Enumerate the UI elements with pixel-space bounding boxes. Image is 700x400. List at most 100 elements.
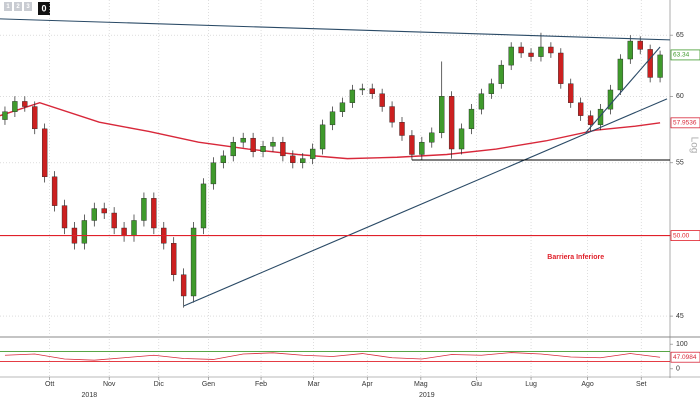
candle-body xyxy=(568,83,574,103)
candle-body xyxy=(419,142,425,155)
x-tick-label: Apr xyxy=(362,381,374,388)
candle-body xyxy=(131,220,137,236)
candle-body xyxy=(329,111,336,126)
y-tick-label: 45 xyxy=(676,313,684,320)
candle-body xyxy=(260,146,266,152)
candle-body xyxy=(349,89,356,103)
toolbar-label[interactable]: 0 xyxy=(41,3,46,13)
candle-body xyxy=(637,40,643,50)
candle-body xyxy=(309,148,316,159)
price-label: 50.00 xyxy=(673,232,690,239)
candle-body xyxy=(429,132,435,143)
candle-body xyxy=(587,115,594,126)
trend-line xyxy=(585,46,661,134)
candle-body xyxy=(101,208,107,214)
x-tick-label: Nov xyxy=(103,381,116,388)
candle-body xyxy=(409,135,415,155)
moving-average xyxy=(0,101,661,160)
candle-body xyxy=(548,46,554,54)
price-badge xyxy=(670,230,700,241)
toolbar-button[interactable] xyxy=(4,2,12,11)
y-tick-label: 60 xyxy=(676,93,684,100)
candle-body xyxy=(250,137,256,152)
price-badge xyxy=(670,49,700,61)
x-tick-label: Ott xyxy=(45,381,54,388)
candle-body xyxy=(657,54,663,78)
candle-body xyxy=(339,102,346,112)
x-tick-label: Mag xyxy=(414,381,428,388)
price-label: 63.34 xyxy=(673,52,690,59)
y-tick-label: 65 xyxy=(676,32,684,39)
rsi-tick-label: 0 xyxy=(676,366,680,373)
candle-body xyxy=(448,96,455,150)
candle-body xyxy=(617,58,624,91)
annotation: Barriera Inferiore xyxy=(547,254,604,261)
toolbar-label[interactable]: 2 xyxy=(16,4,20,10)
trend-line xyxy=(183,98,668,307)
candle-body xyxy=(32,106,38,130)
axis-label: Log xyxy=(688,137,699,154)
candle-body xyxy=(647,49,653,78)
candle-body xyxy=(468,108,475,130)
candle-body xyxy=(220,155,227,163)
candle-body xyxy=(91,208,97,221)
trend-line xyxy=(0,18,671,41)
rsi-line xyxy=(4,352,661,361)
candle-body xyxy=(478,93,485,110)
candle-body xyxy=(171,243,177,275)
candle-body xyxy=(439,96,445,134)
y-tick-label: 55 xyxy=(676,160,684,167)
candle-body xyxy=(508,46,514,66)
x-tick-label: Gen xyxy=(202,381,215,388)
candle-body xyxy=(61,205,68,229)
x-tick-label: Giu xyxy=(471,381,482,388)
candle-body xyxy=(111,212,117,229)
candle-body xyxy=(151,198,157,229)
candle-body xyxy=(51,176,58,206)
candle-body xyxy=(210,162,217,185)
candle-body xyxy=(280,142,286,157)
candle-body xyxy=(41,128,48,178)
candle-body xyxy=(22,101,28,107)
candle-body xyxy=(627,40,633,60)
rsi-badge xyxy=(670,351,700,363)
candle-body xyxy=(369,88,375,94)
candle-body xyxy=(270,142,276,147)
candle-body xyxy=(180,274,187,297)
candle-body xyxy=(538,46,544,57)
candle-body xyxy=(319,124,326,150)
toolbar-label[interactable]: 3 xyxy=(26,4,30,10)
candle-body xyxy=(389,106,395,123)
candle-body xyxy=(240,137,246,143)
candle-body xyxy=(518,46,524,54)
candle-body xyxy=(300,158,306,163)
x-tick-label: Ago xyxy=(581,381,594,388)
candle-body xyxy=(597,108,604,126)
toolbar-button[interactable] xyxy=(14,2,22,11)
candle-body xyxy=(528,52,534,57)
candle-body xyxy=(577,102,584,116)
year-label: 2018 xyxy=(82,392,98,399)
price-label: 57.9536 xyxy=(673,120,697,127)
candle-body xyxy=(488,83,495,94)
x-tick-label: Mar xyxy=(308,381,321,388)
candle-body xyxy=(558,52,564,84)
rsi-label: 47.0984 xyxy=(673,354,697,361)
candle-body xyxy=(290,155,296,163)
candle-body xyxy=(121,227,127,236)
candle-body xyxy=(12,101,18,112)
candle-body xyxy=(2,111,8,120)
candle-body xyxy=(230,142,236,157)
toolbar-button[interactable] xyxy=(38,2,50,15)
toolbar-button[interactable] xyxy=(24,2,32,11)
x-tick-label: Feb xyxy=(255,381,267,388)
x-tick-label: Set xyxy=(636,381,647,388)
toolbar-label[interactable]: 1 xyxy=(6,4,10,10)
candle-body xyxy=(359,88,365,91)
candle-body xyxy=(607,89,614,110)
candle-body xyxy=(458,128,465,150)
candle-body xyxy=(81,220,88,244)
price-badge xyxy=(670,117,700,129)
